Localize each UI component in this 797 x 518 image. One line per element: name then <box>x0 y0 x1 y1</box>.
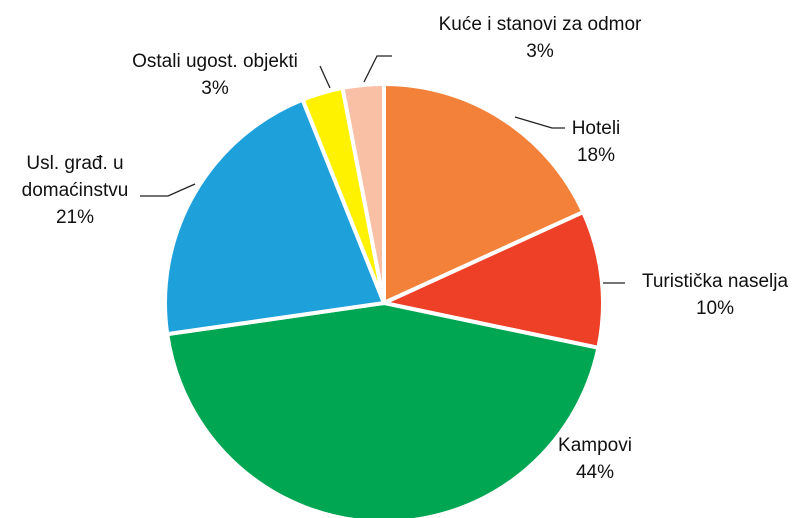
pie-slice <box>163 97 386 337</box>
slice-label: Usl. građ. u domaćinstvu <box>21 153 129 201</box>
leader-line <box>140 183 196 197</box>
pie-slice <box>165 301 601 518</box>
slice-label: Ostali ugost. objekti <box>132 51 298 72</box>
slice-value-label: 44% <box>575 462 615 483</box>
slice-label: Kampovi <box>558 435 632 456</box>
slice-value-label: 21% <box>55 207 95 228</box>
slice-value-label: 3% <box>526 41 554 62</box>
leader-line <box>363 55 392 83</box>
slice-value-label: 3% <box>201 78 229 99</box>
leader-line <box>319 65 331 89</box>
pie-slice <box>340 82 386 305</box>
slice-label: Hoteli <box>571 118 621 139</box>
slice-label: Turistička naselja <box>641 271 789 292</box>
slice-value-label: 10% <box>695 298 735 319</box>
leader-line <box>514 116 565 129</box>
slice-value-label: 18% <box>576 145 616 166</box>
pie-slice <box>382 82 586 305</box>
slice-label: Kuće i stanovi za odmor <box>438 14 642 35</box>
